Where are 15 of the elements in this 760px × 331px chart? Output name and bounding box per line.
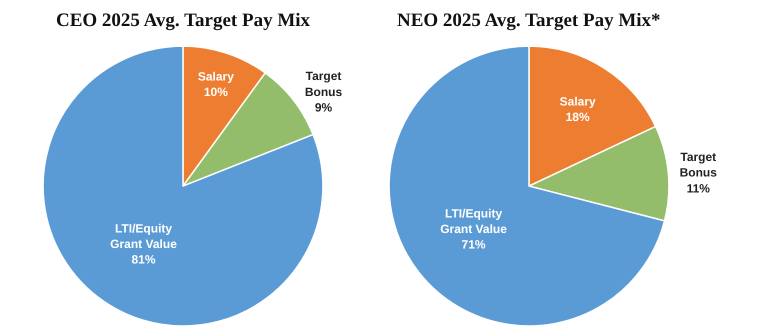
slice-label: Salary	[198, 70, 234, 84]
data-label: 9%	[314, 100, 333, 114]
data-label: 71%	[462, 238, 486, 252]
chart-title: CEO 2025 Avg. Target Pay Mix	[56, 10, 311, 31]
data-label: 11%	[686, 181, 710, 196]
slice-label: Salary	[560, 94, 596, 108]
data-label: 10%	[204, 85, 228, 100]
slice-label: LTI/Equity Grant Value	[440, 206, 508, 236]
data-label: 18%	[566, 110, 590, 124]
slice-label: Target Bonus	[680, 150, 718, 180]
chart-title: NEO 2025 Avg. Target Pay Mix*	[397, 10, 661, 31]
slice-label: Target Bonus	[304, 69, 343, 99]
pie-slice	[388, 45, 666, 327]
data-label: 81%	[132, 252, 156, 267]
slice-label: LTI/Equity Grant Value	[110, 221, 178, 251]
